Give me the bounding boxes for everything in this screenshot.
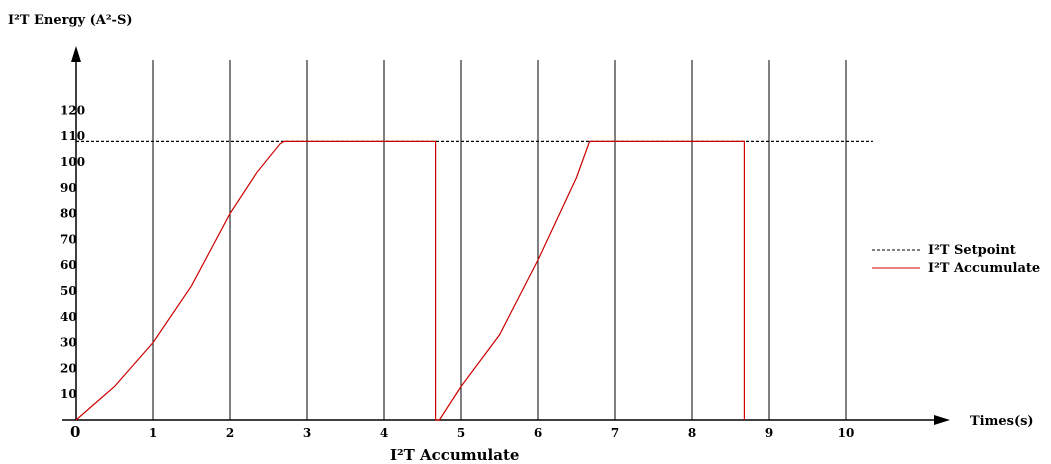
y-tick-label-40: 40 <box>60 310 77 324</box>
series-group <box>75 140 873 421</box>
y-tick-label-110: 110 <box>60 129 85 143</box>
y-tick-label-30: 30 <box>60 336 77 350</box>
x-tick-label-10: 10 <box>838 426 855 440</box>
y-tick-label-100: 100 <box>60 155 85 169</box>
y-tick-label-10: 10 <box>60 387 77 401</box>
series-line-2 <box>75 140 746 421</box>
y-tick-labels: 10 20 30 40 50 60 70 80 90 100 110 120 <box>60 103 85 401</box>
y-tick-label-60: 60 <box>60 258 77 272</box>
x-tick-label-1: 1 <box>149 426 157 440</box>
legend-label-2: I²T Accumulate <box>928 261 1040 276</box>
x-axis-label: Times(s) <box>970 414 1034 429</box>
x-tick-label-7: 7 <box>611 426 619 440</box>
legend: I²T Setpoint I²T Accumulate <box>872 243 1040 276</box>
x-tick-label-3: 3 <box>303 426 311 440</box>
y-axis-label: I²T Energy (A²-S) <box>8 13 133 28</box>
chart-caption: I²T Accumulate <box>390 446 519 464</box>
x-tick-label-8: 8 <box>688 426 696 440</box>
y-tick-label-20: 20 <box>60 361 77 375</box>
x-tick-labels: 1 2 3 4 5 6 7 8 9 10 <box>149 426 855 440</box>
x-tick-label-5: 5 <box>457 426 465 440</box>
y-tick-label-50: 50 <box>60 284 77 298</box>
y-tick-label-90: 90 <box>60 181 77 195</box>
x-tick-label-9: 9 <box>765 426 773 440</box>
origin-label: 0 <box>70 423 80 441</box>
x-tick-label-2: 2 <box>226 426 234 440</box>
legend-label-1: I²T Setpoint <box>928 243 1016 258</box>
y-tick-label-70: 70 <box>60 232 77 246</box>
vertical-grid <box>152 60 847 420</box>
x-tick-label-6: 6 <box>534 426 542 440</box>
y-tick-label-120: 120 <box>60 103 85 117</box>
x-axis-arrow <box>934 415 950 425</box>
x-tick-label-4: 4 <box>380 426 388 440</box>
y-tick-label-80: 80 <box>60 207 77 221</box>
y-axis-arrow <box>71 46 81 62</box>
